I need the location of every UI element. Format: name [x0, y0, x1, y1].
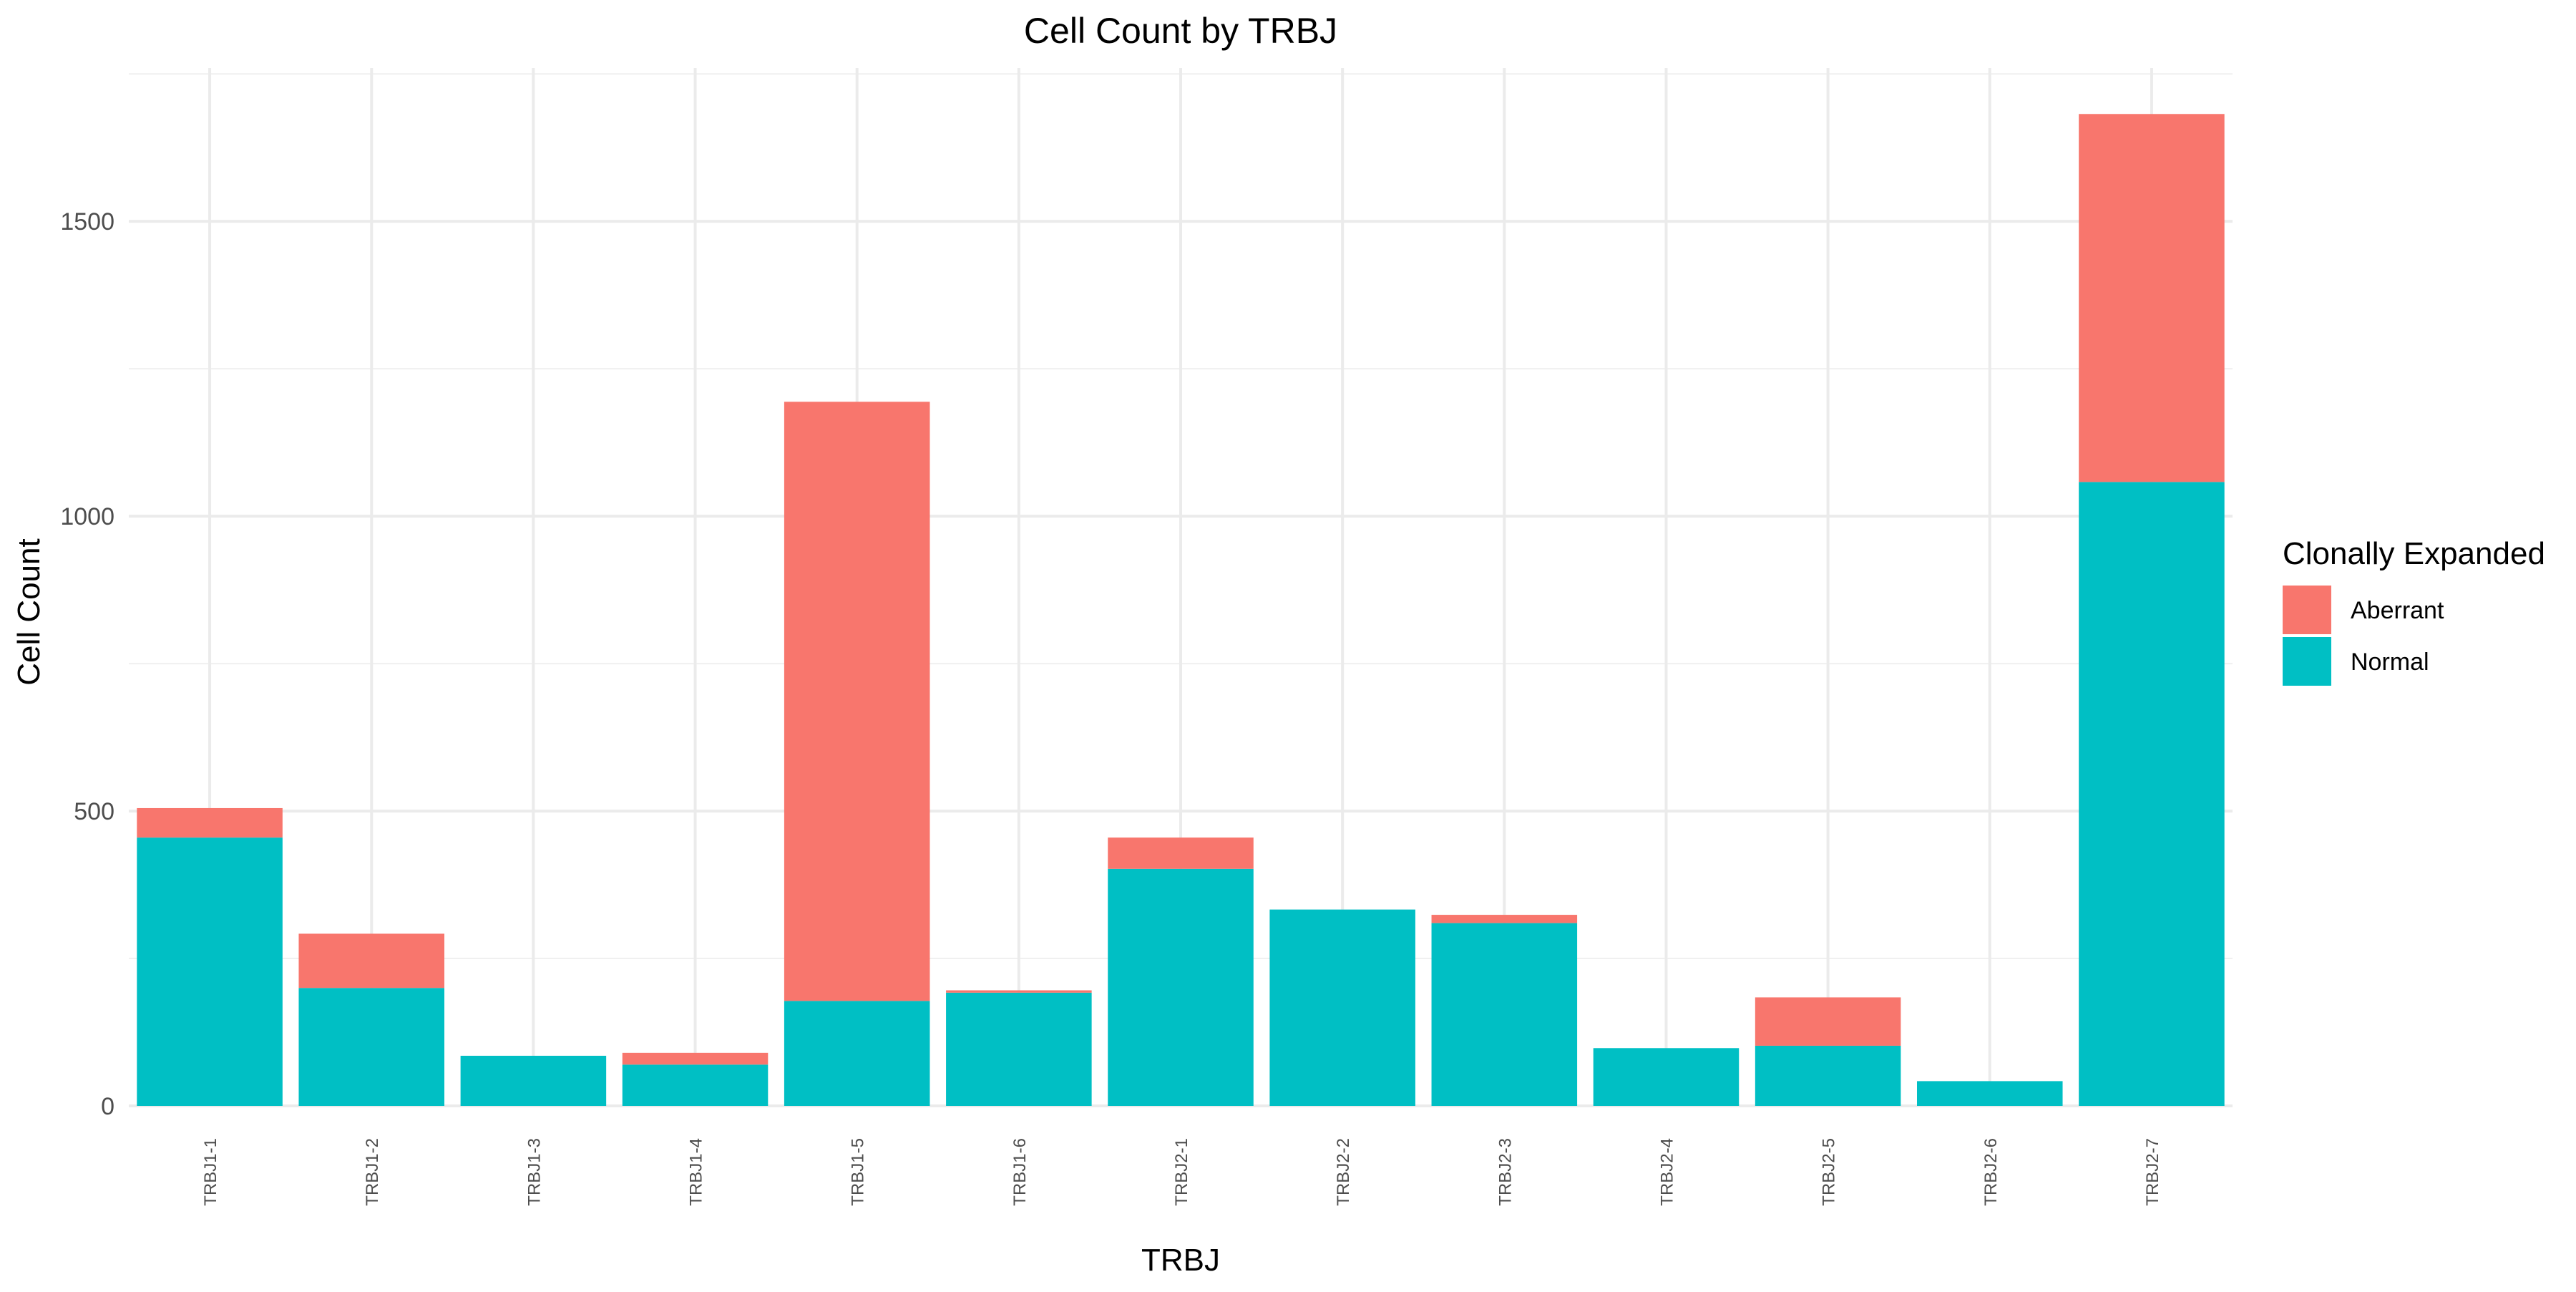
chart-title: Cell Count by TRBJ	[1024, 11, 1337, 51]
bar-aberrant	[1108, 837, 1254, 869]
y-tick-label: 1500	[60, 208, 114, 235]
bar-aberrant	[2079, 114, 2225, 482]
bar-normal	[946, 992, 1092, 1106]
bar-normal	[1593, 1048, 1740, 1106]
legend-swatch-aberrant	[2283, 586, 2331, 634]
x-axis-title: TRBJ	[1141, 1243, 1220, 1278]
legend: Clonally Expanded Aberrant Normal	[2283, 536, 2545, 686]
bar-normal	[1917, 1081, 2063, 1106]
y-axis-ticks: 0 500 1000 1500	[60, 208, 114, 1120]
bar-normal	[784, 1001, 930, 1106]
bar-normal	[1108, 868, 1254, 1106]
bar-normal	[137, 837, 283, 1106]
x-tick-label: TRBJ1-1	[201, 1138, 220, 1206]
x-tick-label: TRBJ2-1	[1172, 1138, 1191, 1206]
x-tick-label: TRBJ1-2	[363, 1138, 382, 1206]
bar-normal	[622, 1064, 769, 1106]
bar-normal	[1755, 1045, 1901, 1106]
x-tick-label: TRBJ2-6	[1981, 1138, 2001, 1206]
bar-aberrant	[1431, 915, 1578, 923]
bar-normal	[2079, 482, 2225, 1106]
x-tick-label: TRBJ1-5	[849, 1138, 868, 1206]
legend-label-normal: Normal	[2351, 649, 2429, 676]
y-tick-label: 0	[101, 1093, 114, 1120]
bar-aberrant	[622, 1052, 769, 1065]
legend-items: Aberrant Normal	[2283, 586, 2444, 686]
bar-layer	[137, 114, 2225, 1106]
bar-aberrant	[1755, 997, 1901, 1046]
x-tick-label: TRBJ1-6	[1010, 1138, 1030, 1206]
x-axis-ticks: TRBJ1-1 TRBJ1-2 TRBJ1-3 TRBJ1-4 TRBJ1-5 TRBJ1…	[201, 1138, 2162, 1206]
y-tick-label: 500	[74, 798, 114, 825]
bar-aberrant	[946, 990, 1092, 993]
bar-normal	[1269, 909, 1415, 1106]
bar-aberrant	[298, 933, 444, 989]
bar-aberrant	[137, 807, 283, 838]
legend-title: Clonally Expanded	[2283, 536, 2545, 571]
x-tick-label: TRBJ1-4	[687, 1138, 706, 1206]
y-axis-title: Cell Count	[11, 538, 47, 685]
bar-aberrant	[784, 402, 930, 1001]
legend-label-aberrant: Aberrant	[2351, 597, 2444, 624]
x-tick-label: TRBJ1-3	[525, 1138, 544, 1206]
y-tick-label: 1000	[60, 503, 114, 530]
legend-swatch-normal	[2283, 637, 2331, 686]
bar-normal	[298, 988, 444, 1106]
x-tick-label: TRBJ2-7	[2143, 1138, 2162, 1206]
bar-normal	[1431, 923, 1578, 1106]
bar-normal	[460, 1055, 607, 1106]
x-tick-label: TRBJ2-2	[1334, 1138, 1353, 1206]
x-tick-label: TRBJ2-3	[1496, 1138, 1515, 1206]
x-tick-label: TRBJ2-5	[1820, 1138, 1839, 1206]
x-tick-label: TRBJ2-4	[1657, 1138, 1677, 1206]
